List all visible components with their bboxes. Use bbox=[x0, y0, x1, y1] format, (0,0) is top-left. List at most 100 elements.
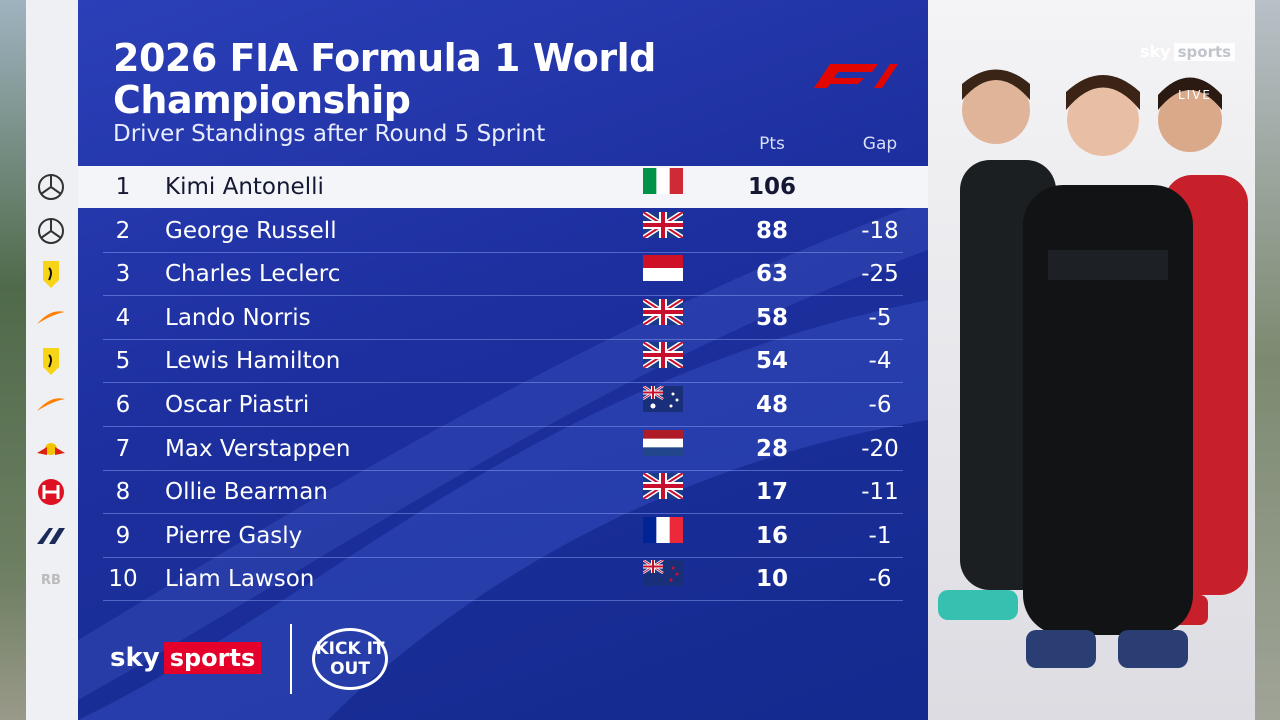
driver-figure bbox=[1023, 75, 1193, 668]
flag-icon bbox=[643, 168, 684, 194]
subtitle: Driver Standings after Round 5 Sprint bbox=[113, 121, 546, 147]
points: 106 bbox=[747, 174, 796, 200]
flag-icon bbox=[641, 340, 685, 371]
points: 16 bbox=[755, 522, 788, 549]
gap: -6 bbox=[868, 566, 892, 593]
driver-name: George Russell bbox=[165, 217, 337, 244]
standings-row: 2 George Russell 88 -18 bbox=[103, 209, 903, 253]
position: 9 bbox=[115, 522, 131, 549]
title: 2026 FIA Formula 1 World Championship bbox=[113, 36, 656, 122]
standings-row: 9 Pierre Gasly 16 -1 bbox=[103, 515, 903, 558]
driver-name: Kimi Antonelli bbox=[165, 174, 324, 200]
flag-icon bbox=[643, 429, 683, 457]
driver-figures bbox=[938, 69, 1248, 668]
points: 63 bbox=[755, 261, 788, 288]
driver-name: Lando Norris bbox=[165, 304, 311, 331]
gap: -25 bbox=[861, 261, 899, 288]
partner-logo: KICK IT OUT bbox=[312, 628, 388, 690]
position: 3 bbox=[115, 261, 131, 288]
team-logo: RB bbox=[35, 563, 67, 595]
standings-row: 6 Oscar Piastri 48 -6 bbox=[103, 384, 903, 427]
points: 28 bbox=[755, 435, 788, 462]
gap: -20 bbox=[861, 435, 899, 462]
team-icon bbox=[38, 174, 64, 200]
driver-name: Max Verstappen bbox=[165, 435, 351, 462]
driver-name: Oscar Piastri bbox=[165, 392, 310, 418]
position: 4 bbox=[115, 304, 131, 331]
position: 2 bbox=[115, 217, 131, 244]
f1-logo bbox=[814, 64, 898, 88]
svg-text:RB: RB bbox=[41, 573, 61, 588]
team-logo bbox=[35, 389, 67, 421]
sky-sports-logo: sky sports bbox=[110, 642, 262, 674]
flag bbox=[641, 209, 685, 252]
corner-sky: sky bbox=[1140, 42, 1171, 61]
team-logo bbox=[35, 215, 67, 247]
flag bbox=[642, 558, 683, 600]
points: 48 bbox=[755, 392, 788, 418]
gap: -1 bbox=[868, 522, 892, 549]
flag-icon bbox=[642, 384, 683, 412]
flag bbox=[643, 428, 683, 470]
drivers-photo-area bbox=[928, 0, 1255, 720]
team-icon bbox=[43, 261, 59, 289]
background-left bbox=[0, 0, 30, 720]
team-logo bbox=[35, 258, 67, 290]
team-icon bbox=[37, 310, 65, 324]
position: 10 bbox=[108, 566, 138, 593]
driver-name: Charles Leclerc bbox=[165, 261, 341, 288]
points: 10 bbox=[755, 566, 788, 593]
flag-icon bbox=[641, 209, 685, 240]
driver-name: Ollie Bearman bbox=[165, 479, 328, 506]
flag bbox=[641, 296, 685, 339]
driver-name: Pierre Gasly bbox=[165, 522, 303, 549]
team-logo bbox=[35, 520, 67, 552]
panel-swoosh bbox=[78, 200, 928, 720]
points: 17 bbox=[755, 479, 788, 506]
gap: -4 bbox=[868, 348, 892, 375]
background-right bbox=[1255, 0, 1280, 720]
team-logo bbox=[35, 345, 67, 377]
standings-row: 4 Lando Norris 58 -5 bbox=[103, 296, 903, 340]
driver-name: Lewis Hamilton bbox=[165, 348, 341, 375]
points: 54 bbox=[755, 348, 788, 375]
flag bbox=[642, 384, 683, 426]
gap: -18 bbox=[861, 217, 899, 244]
team-icon bbox=[38, 217, 64, 244]
points: 58 bbox=[755, 304, 788, 331]
gap: -5 bbox=[868, 304, 892, 331]
standings-row: 10 Liam Lawson 10 -6 bbox=[103, 558, 903, 602]
team-logo bbox=[35, 171, 67, 203]
gap: -11 bbox=[861, 479, 899, 506]
team-icon bbox=[37, 442, 65, 455]
flag-icon bbox=[641, 296, 685, 327]
team-icon bbox=[38, 479, 64, 506]
team-icon bbox=[37, 398, 65, 411]
standings-row: 5 Lewis Hamilton 54 -4 bbox=[103, 340, 903, 384]
position: 1 bbox=[115, 174, 131, 200]
team-logo bbox=[35, 433, 67, 465]
corner-logo: sky sports bbox=[1140, 42, 1236, 61]
position: 8 bbox=[115, 479, 131, 506]
flag-icon bbox=[643, 516, 684, 543]
flag bbox=[643, 515, 684, 557]
driver-name: Liam Lawson bbox=[165, 566, 315, 593]
position: 7 bbox=[115, 435, 131, 462]
team-icon: RB bbox=[41, 573, 61, 588]
gap: -6 bbox=[868, 392, 892, 418]
flag-icon bbox=[643, 255, 683, 282]
standings-panel bbox=[78, 0, 928, 720]
position: 5 bbox=[115, 348, 131, 375]
standings-row: 3 Charles Leclerc 63 -25 bbox=[103, 253, 903, 297]
divider bbox=[290, 624, 292, 694]
team-logo bbox=[35, 302, 67, 334]
standings-row: 7 Max Verstappen 28 -20 bbox=[103, 428, 903, 471]
logo-sports: sports bbox=[163, 642, 262, 674]
flag bbox=[643, 253, 683, 295]
flag bbox=[641, 340, 685, 382]
standings-row: 8 Ollie Bearman 17 -11 bbox=[103, 471, 903, 515]
position: 6 bbox=[115, 392, 131, 418]
flag-icon bbox=[641, 471, 685, 502]
flag bbox=[643, 166, 684, 208]
flag bbox=[641, 471, 685, 513]
